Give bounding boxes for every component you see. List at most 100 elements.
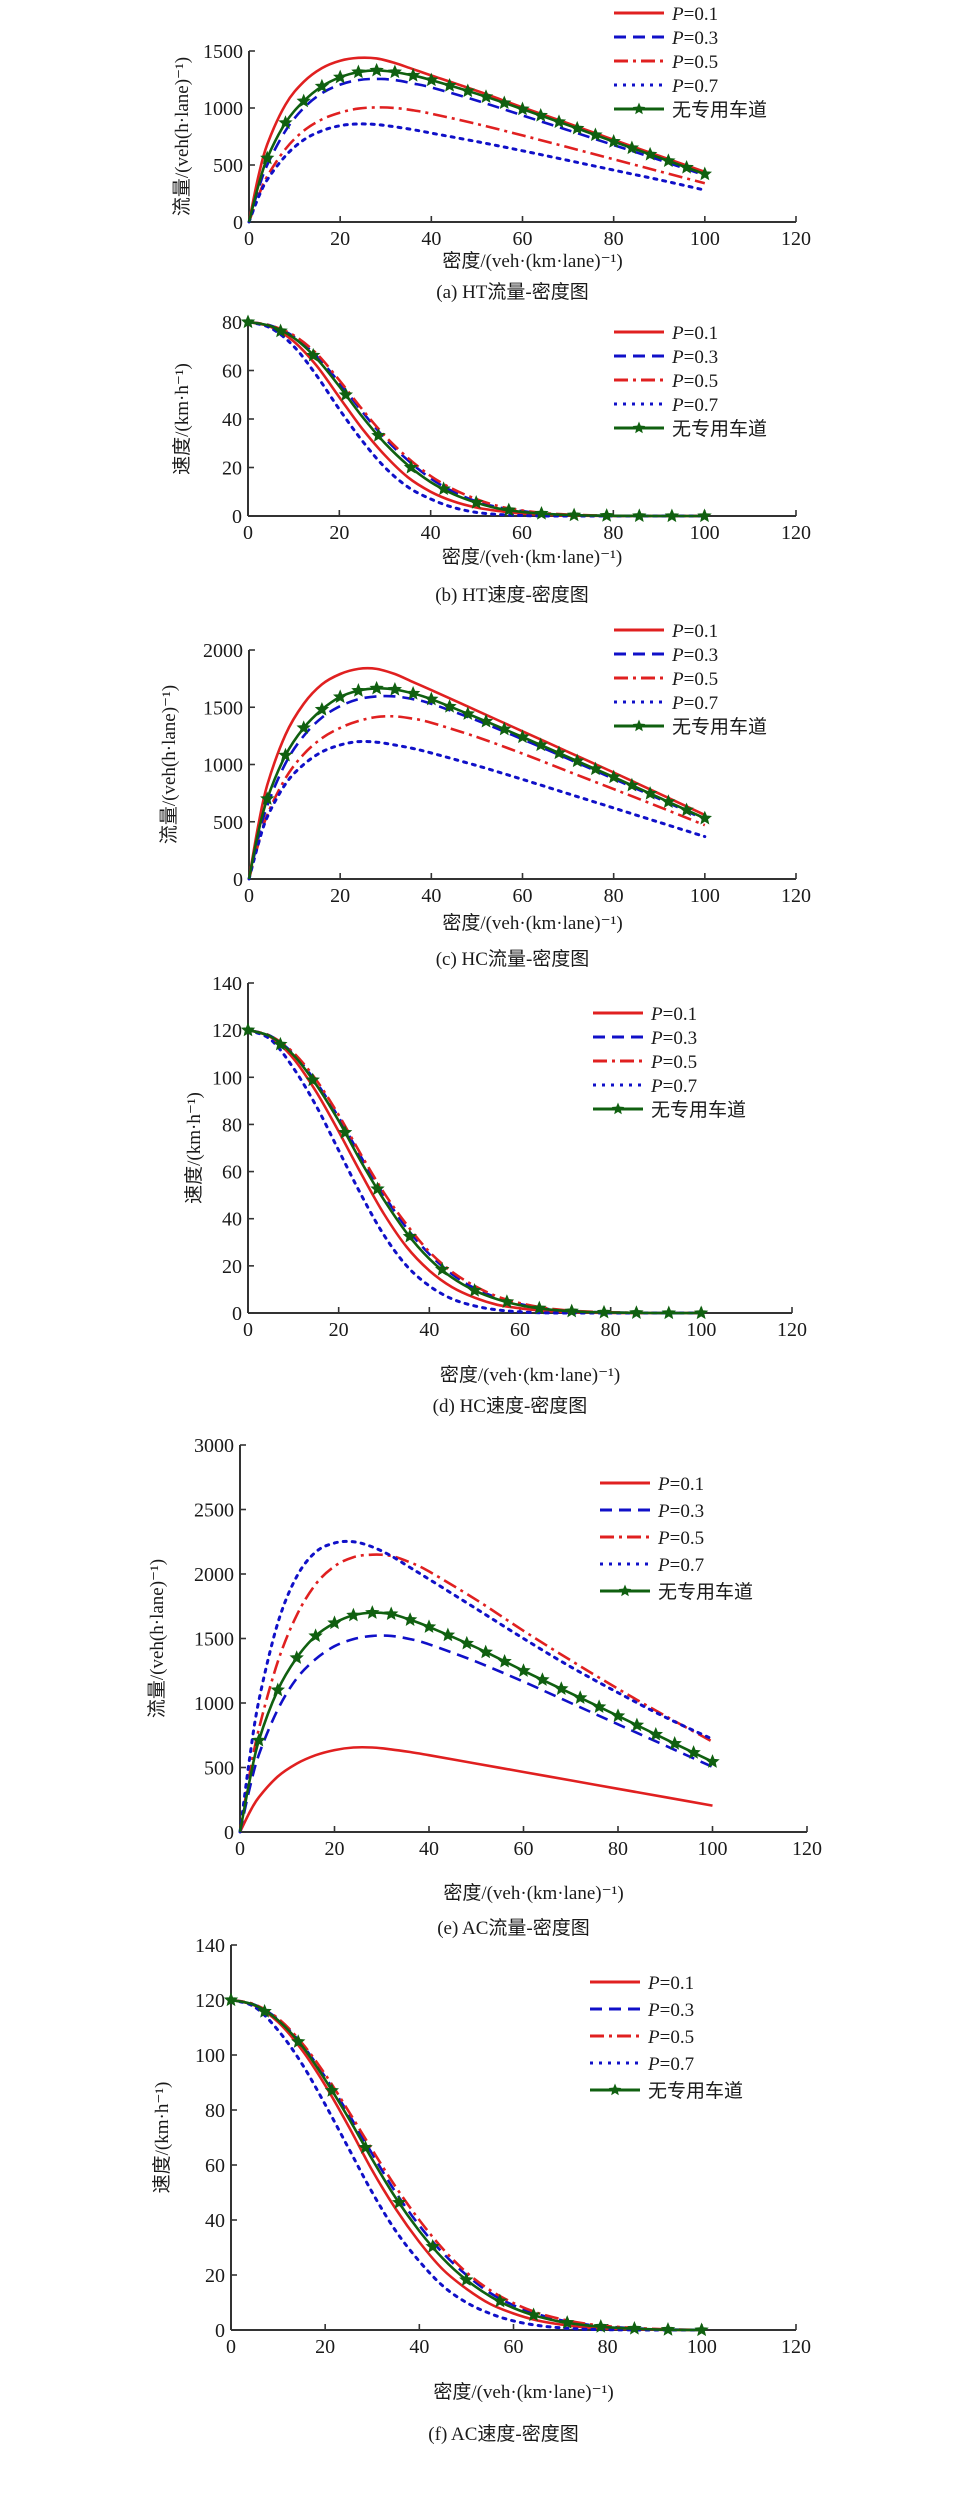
series-marker-star (306, 347, 321, 362)
series-marker-star (661, 153, 676, 168)
x-tick-label: 60 (512, 522, 532, 544)
x-tick-label: 100 (690, 885, 720, 907)
series-marker-star (387, 681, 402, 696)
y-tick-label: 500 (213, 812, 243, 834)
x-tick-label: 60 (510, 1319, 530, 1341)
y-tick-label: 80 (222, 1114, 242, 1136)
series-marker-star (442, 699, 457, 713)
y-tick-label: 2500 (194, 1500, 234, 1522)
series-marker-star (497, 95, 512, 110)
legend-label-p05: P=0.5 (657, 1528, 704, 1549)
series-marker-star (596, 1304, 612, 1319)
series-marker-star (660, 2322, 676, 2336)
series-marker-star (686, 1745, 701, 1759)
legend-label-none: 无专用车道 (651, 1099, 746, 1121)
series-marker-star (661, 794, 676, 808)
series-marker-star (516, 1663, 531, 1677)
series-marker-star (305, 1072, 320, 1087)
legend-label-p03: P=0.3 (650, 1028, 697, 1049)
y-tick-label: 500 (213, 155, 243, 177)
legend-label-p01: P=0.1 (657, 1474, 704, 1495)
series-marker-star (661, 1305, 676, 1320)
x-tick-label: 20 (329, 522, 349, 544)
series-line-none (247, 320, 705, 518)
legend-label-none: 无专用车道 (658, 1581, 753, 1603)
chart-caption: (b) HT速度-密度图 (435, 584, 589, 606)
legend-label-p01: P=0.1 (671, 621, 718, 642)
series-marker-star (679, 802, 694, 817)
chart-panel-f: 0 20 40 60 80 100 120 0 20 40 60 80 100 120 140 密度/(veh… (151, 1935, 811, 2445)
series-marker-star (526, 2307, 541, 2322)
series-marker-star (629, 1305, 644, 1319)
legend-label-p01: P=0.1 (671, 4, 718, 25)
x-tick-label: 60 (513, 885, 533, 907)
series-line-p07 (246, 320, 707, 518)
y-tick-label: 140 (195, 1935, 225, 1957)
y-axis-label: 流量/(veh(h·lane)⁻¹) (146, 1559, 168, 1718)
y-tick-label: 40 (205, 2210, 225, 2232)
series-marker-star (534, 505, 549, 520)
y-tick-label: 40 (222, 409, 242, 431)
legend-star-icon (632, 102, 646, 115)
series-marker-star (606, 769, 621, 784)
chart-panel-e: 0 20 40 60 80 100 120 0 500 1000 1500 2000 2500 3000 密… (146, 1435, 822, 1939)
series-marker-star (591, 1699, 607, 1713)
y-tick-label: 1000 (203, 98, 243, 120)
series-line-p03 (247, 694, 706, 880)
series-marker-star (697, 810, 712, 825)
series-marker-star (387, 64, 402, 79)
legend-label-p05: P=0.5 (671, 52, 718, 73)
x-tick-label: 20 (325, 1838, 345, 1860)
series-marker-star (365, 1605, 380, 1619)
legend-label-p03: P=0.3 (671, 347, 718, 368)
chart-caption: (f) AC速度-密度图 (428, 2423, 578, 2445)
legend-star-icon (611, 1102, 625, 1115)
y-tick-label: 0 (215, 2320, 225, 2342)
chart-caption: (a) HT流量-密度图 (436, 281, 589, 303)
series-marker-star (391, 2195, 407, 2209)
legend-label-p05: P=0.5 (650, 1052, 697, 1073)
x-tick-label: 80 (604, 885, 624, 907)
chart-caption: (c) HC流量-密度图 (436, 948, 590, 970)
y-tick-label: 500 (204, 1758, 234, 1780)
x-tick-label: 120 (781, 2336, 811, 2358)
series-marker-star (679, 159, 694, 174)
series-marker-star (337, 1125, 353, 1139)
series-marker-star (384, 1606, 399, 1621)
series-marker-star (460, 83, 475, 98)
series-marker-star (440, 1627, 456, 1642)
y-axis-label: 速度/(km·h⁻¹) (171, 363, 193, 475)
series-line-p05 (247, 1028, 702, 1315)
y-axis-label: 流量/(veh(h·lane)⁻¹) (171, 57, 193, 216)
x-tick-label: 20 (330, 885, 350, 907)
x-axis-label: 密度/(veh·(km·lane)⁻¹) (442, 912, 622, 934)
y-tick-label: 100 (195, 2045, 225, 2067)
series-marker-star (435, 1261, 450, 1276)
series-marker-star (459, 1635, 474, 1650)
series-marker-star (369, 62, 384, 77)
series-marker-star (599, 508, 614, 522)
series-marker-star (459, 2272, 474, 2286)
chart-caption: (e) AC流量-密度图 (437, 1917, 590, 1939)
x-tick-label: 0 (244, 228, 254, 250)
x-tick-label: 100 (687, 2336, 717, 2358)
legend-label-p03: P=0.3 (671, 28, 718, 49)
y-tick-label: 0 (233, 869, 243, 891)
series-marker-star (273, 1036, 288, 1051)
series-line-p03 (247, 1028, 702, 1315)
legend-label-p07: P=0.7 (647, 2054, 694, 2075)
series-line-p05 (238, 1553, 714, 1833)
series-marker-star (515, 101, 530, 116)
series-marker-star (260, 150, 275, 165)
series-marker-star (296, 720, 311, 734)
x-tick-label: 100 (686, 1319, 716, 1341)
x-axis-label: 密度/(veh·(km·lane)⁻¹) (440, 1364, 620, 1386)
x-tick-label: 20 (330, 228, 350, 250)
series-marker-star (570, 753, 585, 768)
y-tick-label: 80 (205, 2100, 225, 2122)
chart-caption: (d) HC速度-密度图 (433, 1395, 588, 1417)
